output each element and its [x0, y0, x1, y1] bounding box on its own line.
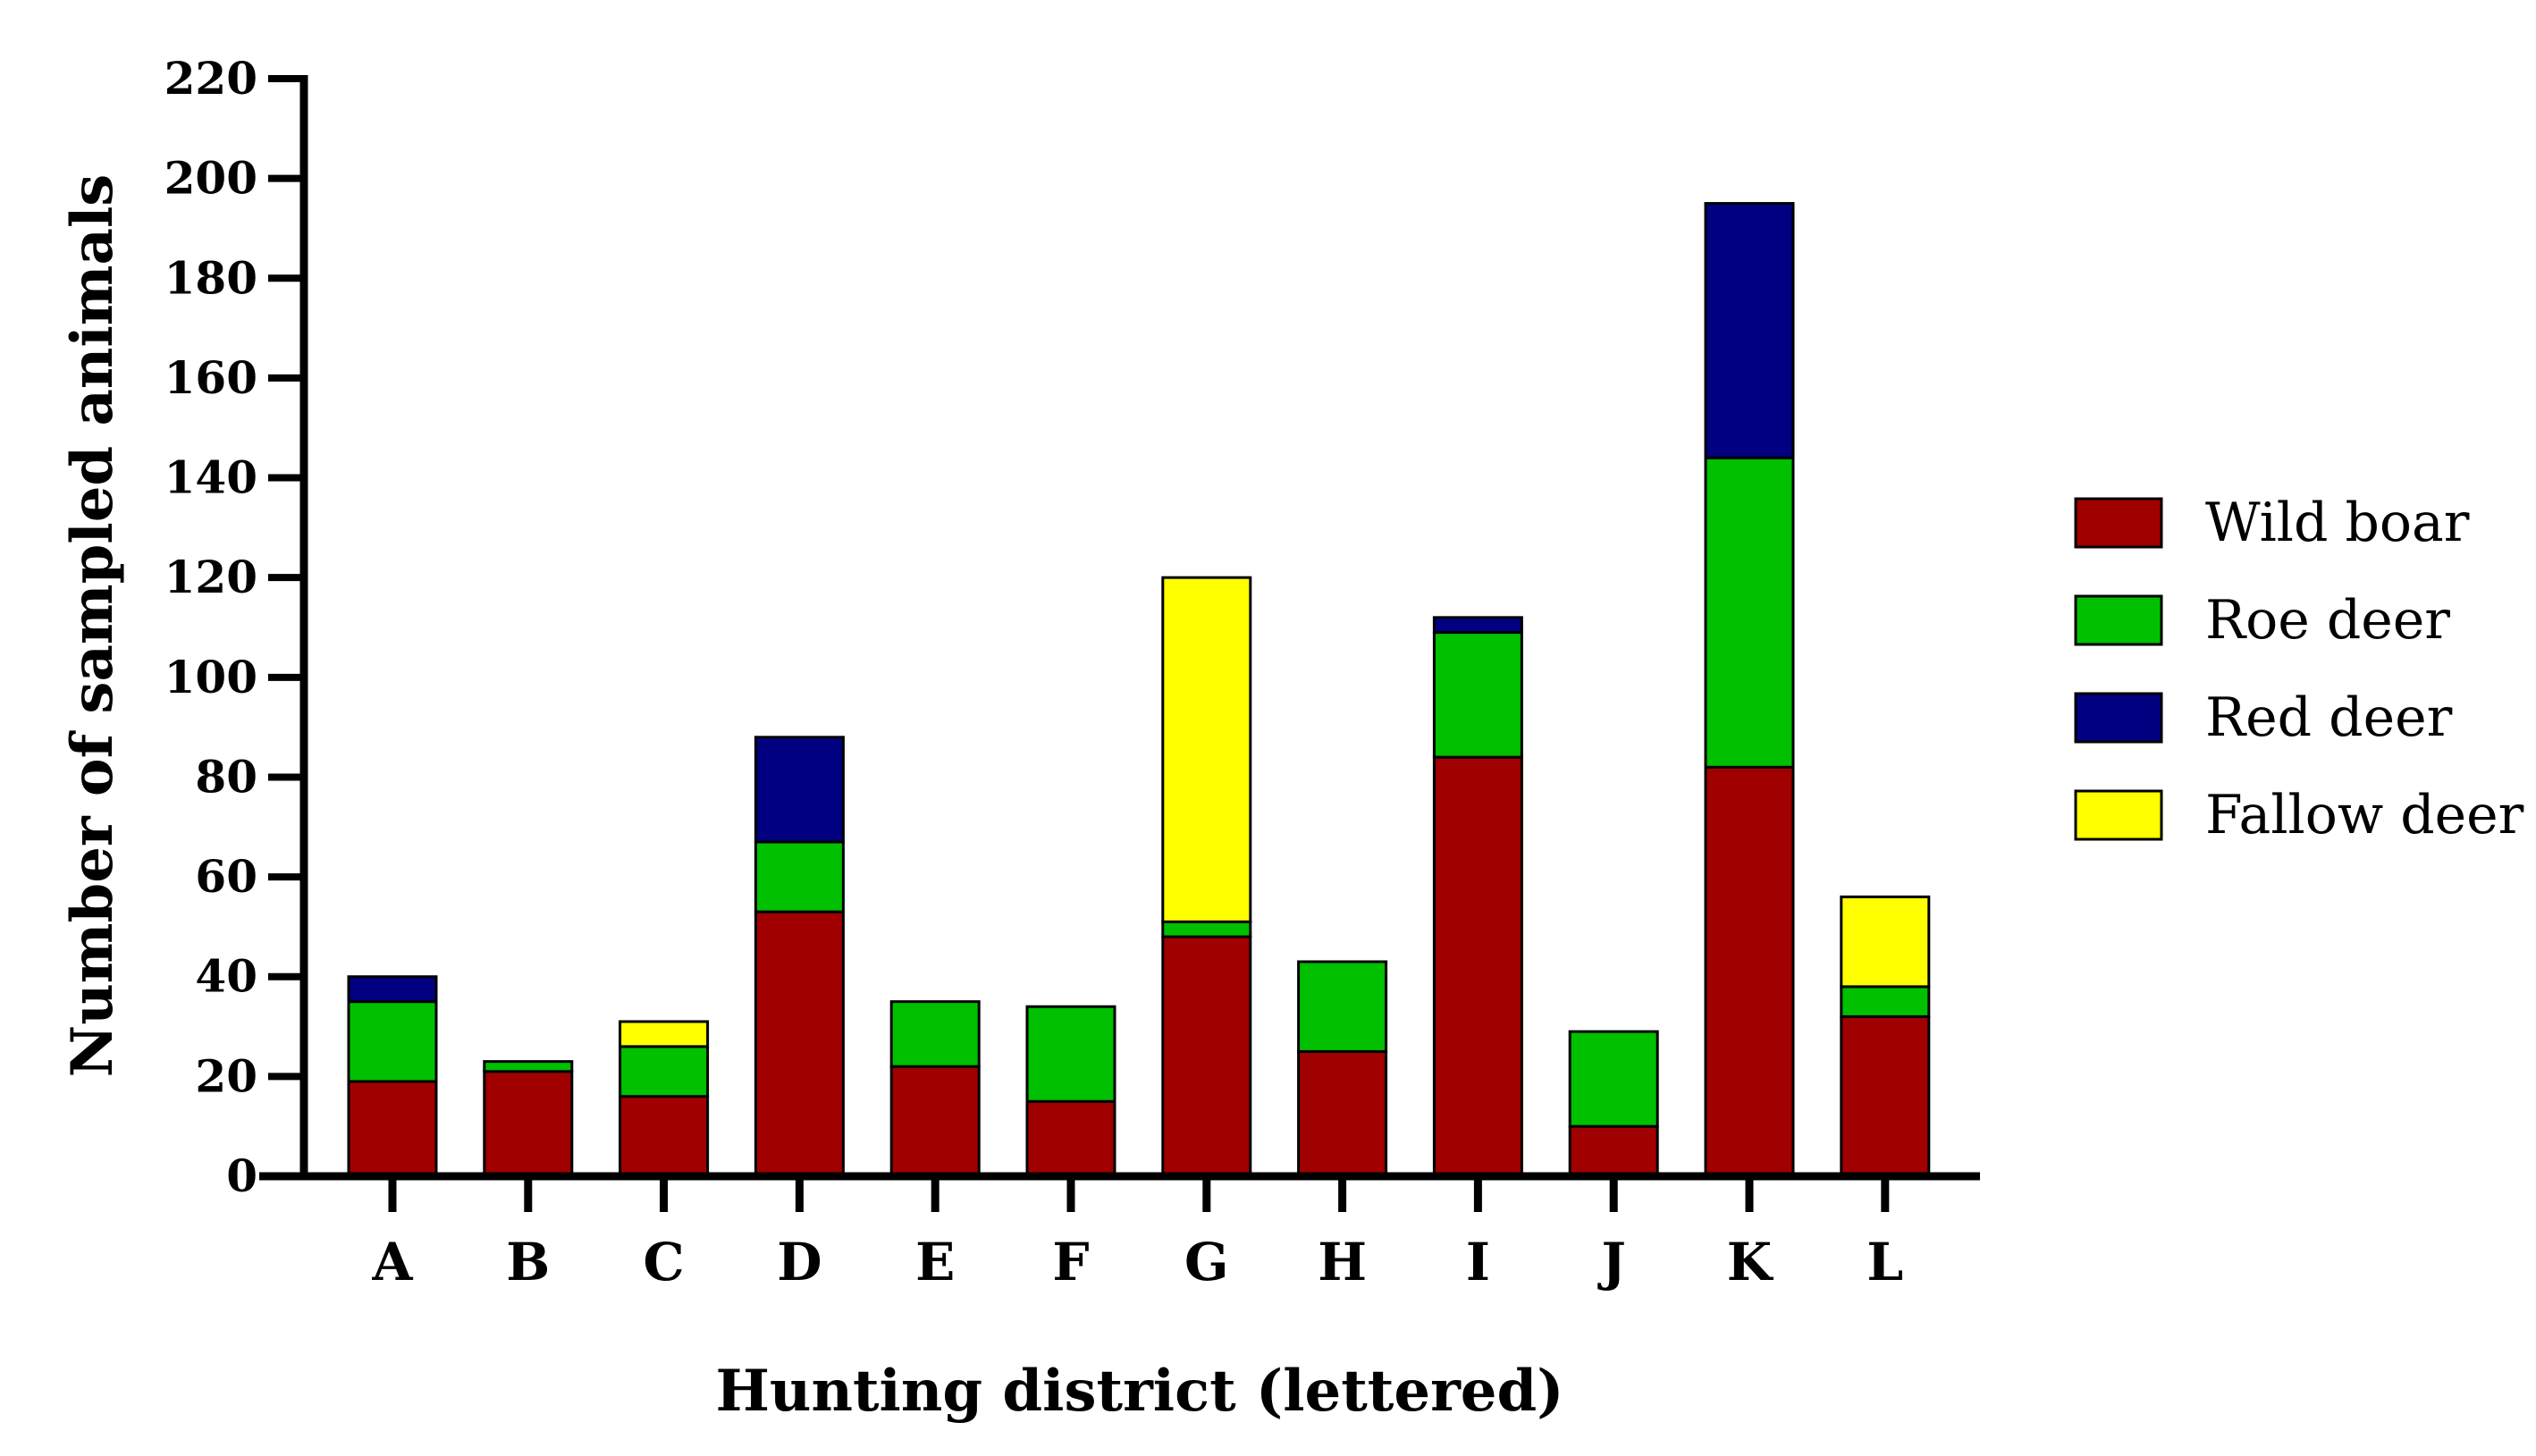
- bar-I-red-deer: [1432, 616, 1523, 635]
- bar-E-wild-boar: [889, 1065, 981, 1178]
- y-tick-label-100: 100: [164, 651, 257, 703]
- bar-J-wild-boar: [1568, 1124, 1659, 1178]
- bar-C-roe-deer: [619, 1045, 710, 1098]
- bar-A-roe-deer: [347, 1000, 438, 1083]
- bar-B-wild-boar: [483, 1070, 574, 1178]
- bar-K-roe-deer: [1704, 456, 1795, 769]
- bar-G-roe-deer: [1161, 920, 1252, 938]
- y-tick-label-160: 160: [164, 351, 257, 404]
- legend-label-roe-deer: Roe deer: [2205, 589, 2450, 652]
- axes-layer: [259, 75, 1980, 1181]
- x-tick-label-L: L: [1866, 1232, 1903, 1292]
- x-axis-title: Hunting district (lettered): [715, 1358, 1563, 1425]
- bars-layer: [347, 202, 1931, 1178]
- y-tick-label-40: 40: [195, 950, 257, 1003]
- legend-label-wild-boar: Wild boar: [2205, 492, 2470, 554]
- x-tick-label-G: G: [1184, 1232, 1229, 1292]
- x-tick-label-C: C: [644, 1232, 685, 1292]
- y-tick-label-140: 140: [164, 451, 257, 504]
- x-tick-label-H: H: [1318, 1232, 1367, 1292]
- legend-label-red-deer: Red deer: [2205, 686, 2453, 749]
- ticks-layer: 0 20 40 60 80 100 120 140 160 180 200 220 A B C D E F G H I J…: [164, 52, 1904, 1292]
- y-tick-label-20: 20: [195, 1049, 257, 1102]
- bar-H-roe-deer: [1297, 960, 1388, 1053]
- y-tick-label-80: 80: [195, 750, 257, 803]
- bar-L-roe-deer: [1840, 985, 1931, 1018]
- x-tick-label-J: J: [1597, 1232, 1625, 1292]
- legend: Wild boar Roe deer Red deer Fallow deer: [2074, 492, 2524, 846]
- x-tick-label-A: A: [371, 1232, 413, 1292]
- x-tick-label-E: E: [915, 1232, 955, 1292]
- bar-A-wild-boar: [347, 1080, 438, 1178]
- bar-H-wild-boar: [1297, 1049, 1388, 1178]
- legend-swatch-wild-boar: [2074, 497, 2163, 549]
- y-axis-title: Number of sampled animals: [59, 174, 126, 1078]
- bar-I-roe-deer: [1432, 631, 1523, 759]
- x-tick-label-F: F: [1052, 1232, 1089, 1292]
- bar-G-fallow-deer: [1161, 576, 1252, 923]
- x-tick-label-B: B: [506, 1232, 550, 1292]
- bar-F-roe-deer: [1025, 1005, 1116, 1103]
- bar-C-fallow-deer: [619, 1020, 710, 1048]
- bar-D-wild-boar: [754, 910, 845, 1178]
- bar-I-wild-boar: [1432, 755, 1523, 1178]
- bar-D-roe-deer: [754, 840, 845, 913]
- x-tick-label-I: I: [1466, 1232, 1490, 1292]
- bar-A-red-deer: [347, 975, 438, 1004]
- bar-K-red-deer: [1704, 202, 1795, 459]
- y-tick-label-180: 180: [164, 251, 257, 304]
- bar-G-wild-boar: [1161, 935, 1252, 1178]
- bar-F-wild-boar: [1025, 1099, 1116, 1178]
- bar-B-roe-deer: [483, 1060, 574, 1073]
- bar-J-roe-deer: [1568, 1030, 1659, 1128]
- bar-D-red-deer: [754, 736, 845, 844]
- y-tick-label-220: 220: [164, 52, 257, 105]
- bar-K-wild-boar: [1704, 765, 1795, 1178]
- bar-C-wild-boar: [619, 1095, 710, 1178]
- y-tick-label-120: 120: [164, 551, 257, 603]
- legend-swatch-red-deer: [2074, 692, 2163, 744]
- y-tick-label-200: 200: [164, 152, 257, 205]
- bar-E-roe-deer: [889, 1000, 981, 1068]
- bar-L-wild-boar: [1840, 1014, 1931, 1178]
- legend-swatch-roe-deer: [2074, 594, 2163, 646]
- legend-swatch-fallow-deer: [2074, 789, 2163, 841]
- legend-label-fallow-deer: Fallow deer: [2205, 784, 2524, 846]
- y-tick-label-60: 60: [195, 850, 257, 903]
- y-tick-label-0: 0: [226, 1149, 257, 1202]
- x-tick-label-K: K: [1727, 1232, 1774, 1292]
- x-tick-label-D: D: [777, 1232, 821, 1292]
- bar-L-fallow-deer: [1840, 895, 1931, 989]
